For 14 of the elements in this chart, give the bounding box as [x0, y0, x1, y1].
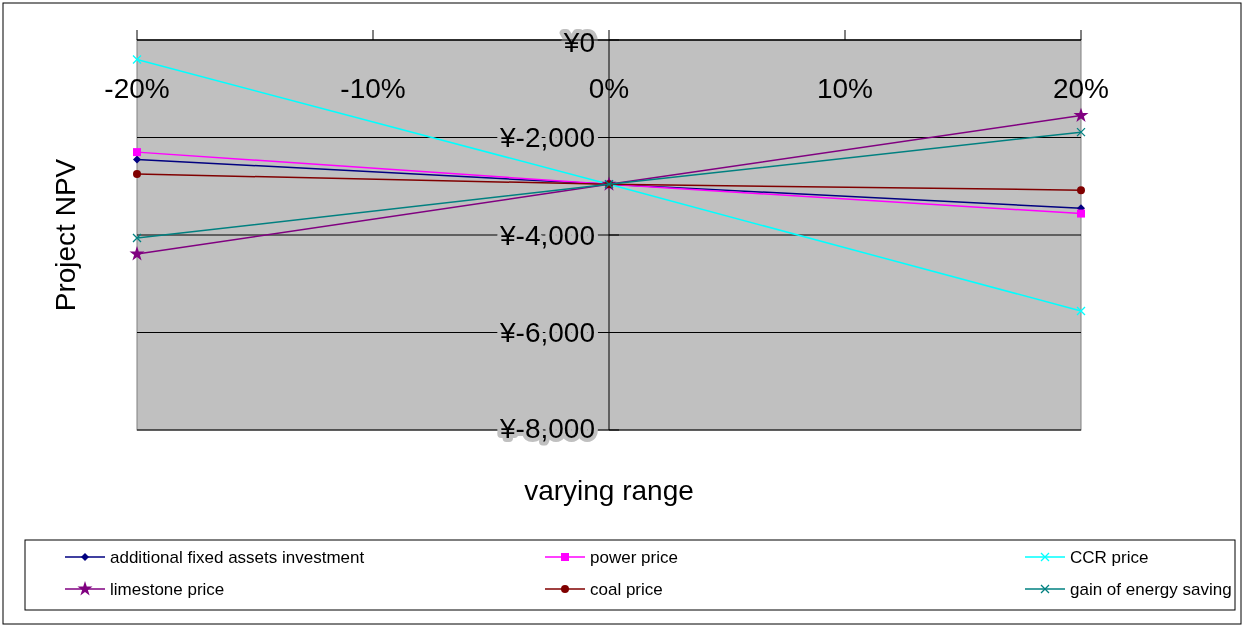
legend-label: coal price [590, 579, 663, 599]
legend-label: limestone price [110, 579, 225, 599]
x-tick-label: -20% [104, 73, 170, 104]
legend-label: gain of energy saving [1070, 579, 1232, 599]
y-axis-title: Project NPV [50, 158, 81, 312]
x-tick-label: 20% [1052, 73, 1110, 104]
x-tick-label: -10% [340, 73, 406, 104]
legend-label: power price [590, 547, 678, 567]
x-tick-label: 0% [588, 73, 630, 104]
x-axis-title: varying range [524, 475, 694, 506]
y-tick-label: ¥-4,000 [499, 219, 595, 251]
legend-label: CCR price [1070, 547, 1149, 567]
x-tick-label: 10% [816, 73, 874, 104]
legend-label: additional fixed assets investment [110, 547, 365, 567]
